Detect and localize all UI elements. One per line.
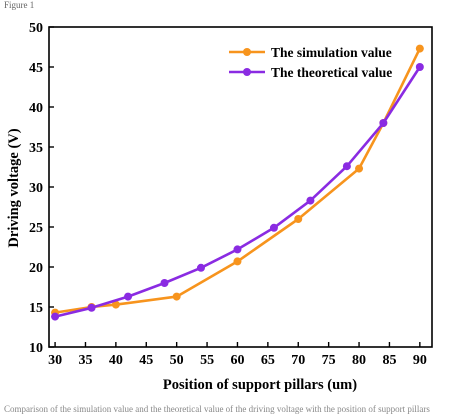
series-2-point — [379, 119, 388, 127]
y-tick-label: 25 — [29, 221, 43, 236]
y-tick-label: 40 — [29, 101, 43, 116]
x-tick-label: 30 — [48, 353, 62, 368]
y-axis-label: Driving voltage (V) — [6, 128, 22, 247]
series-line-2 — [53, 65, 422, 318]
series-2-point — [160, 279, 169, 287]
series-2-point — [87, 303, 96, 312]
legend-label-1: The simulation value — [271, 45, 392, 60]
series-2-point — [415, 63, 424, 71]
series-1-point — [233, 257, 242, 266]
series-2-point — [342, 162, 351, 171]
y-tick-label: 20 — [29, 261, 43, 276]
x-axis-label: Position of support pillars (um) — [163, 377, 357, 393]
x-tick-label: 65 — [261, 353, 275, 368]
y-tick-label: 15 — [29, 301, 43, 316]
series-line-1 — [53, 47, 422, 314]
series-1-point — [294, 215, 303, 223]
series-2-point — [269, 223, 278, 232]
figure-caption-top: Figure 1 — [4, 0, 35, 10]
series-2-point — [51, 312, 60, 321]
series-2-point — [306, 196, 315, 205]
chart-legend: The simulation value The theoretical valu… — [229, 45, 392, 80]
series-1-point — [172, 292, 181, 301]
x-tick-label: 40 — [109, 353, 123, 368]
series-1-point — [355, 164, 364, 173]
x-tick-label: 80 — [352, 353, 366, 368]
x-tick-label: 70 — [291, 353, 305, 368]
y-tick-label: 50 — [29, 21, 43, 36]
x-tick-label: 85 — [382, 353, 396, 368]
legend-marker-1 — [243, 48, 251, 56]
figure-caption-bottom: Comparison of the simulation value and t… — [4, 404, 430, 414]
y-tick-label: 45 — [29, 61, 43, 76]
chart-axes: 30 35 40 45 50 55 60 65 70 75 80 85 90 10 15 20 25 30 35 40… — [29, 21, 433, 368]
series-2-point — [124, 292, 133, 301]
x-tick-label: 90 — [413, 353, 427, 368]
x-tick-label: 35 — [78, 353, 92, 368]
series-1-point — [415, 44, 424, 53]
y-tick-label: 35 — [29, 141, 43, 156]
x-tick-label: 60 — [230, 353, 244, 368]
series-2-point — [196, 263, 205, 272]
x-tick-label: 50 — [170, 353, 184, 368]
x-tick-label: 75 — [322, 353, 336, 368]
series-2-point — [233, 245, 242, 254]
chart-series — [51, 44, 424, 321]
x-tick-label: 55 — [200, 353, 214, 368]
y-tick-label: 10 — [29, 341, 43, 356]
legend-label-2: The theoretical value — [271, 65, 392, 80]
series-1-point — [111, 300, 120, 309]
y-tick-label: 30 — [29, 181, 43, 196]
x-tick-label: 45 — [139, 353, 153, 368]
legend-marker-2 — [243, 68, 251, 76]
